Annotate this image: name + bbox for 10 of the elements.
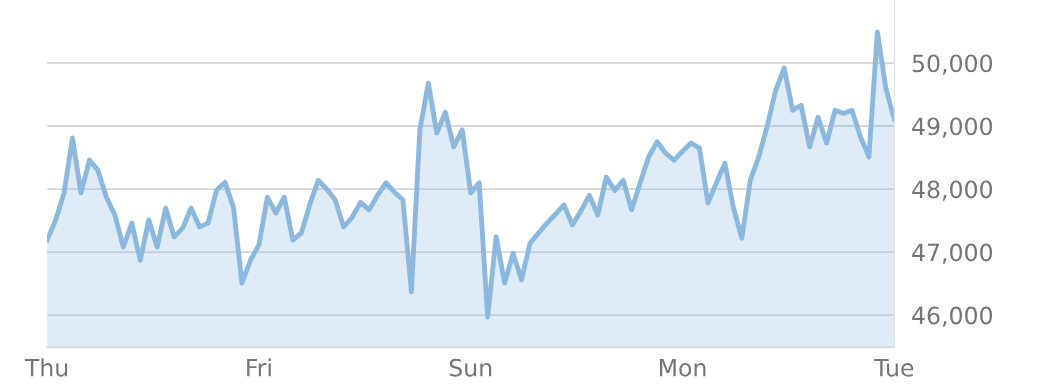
x-tick-label: Mon bbox=[659, 359, 706, 377]
y-tick-label: 49,000 bbox=[912, 117, 993, 138]
y-tick-label: 50,000 bbox=[912, 54, 993, 75]
x-tick-label: Tue bbox=[874, 359, 914, 377]
y-tick-label: 46,000 bbox=[912, 306, 993, 327]
x-tick-label: Thu bbox=[24, 358, 68, 377]
y-tick-label: 47,000 bbox=[912, 243, 993, 264]
x-tick-label: Fri bbox=[247, 358, 271, 377]
x-tick-label: Sun bbox=[449, 358, 492, 377]
y-tick-label: 48,000 bbox=[912, 180, 993, 201]
